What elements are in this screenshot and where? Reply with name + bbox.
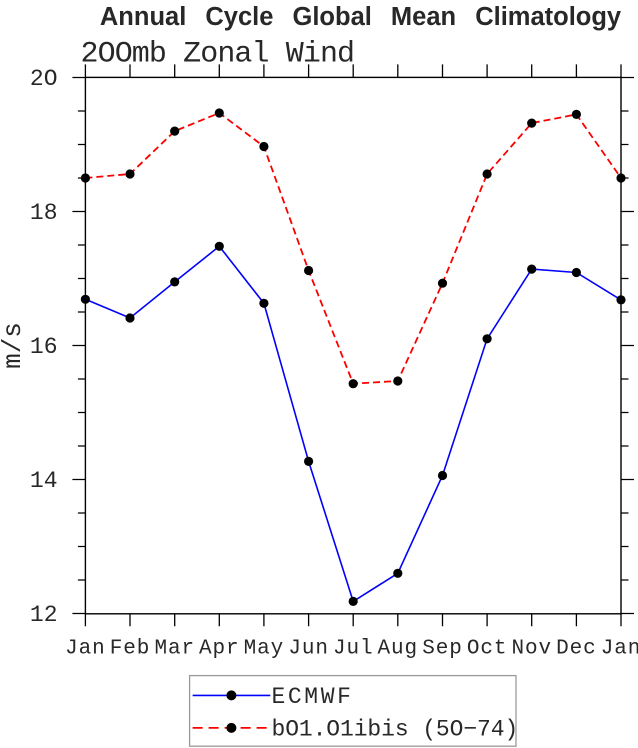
- svg-text:Feb: Feb: [110, 638, 151, 661]
- svg-text:Jan: Jan: [65, 638, 106, 661]
- svg-text:Aug: Aug: [378, 638, 419, 661]
- svg-text:bO1.O1ibis (5O−74): bO1.O1ibis (5O−74): [272, 716, 519, 742]
- svg-text:2OOmb Zonal Wind: 2OOmb Zonal Wind: [81, 38, 355, 72]
- svg-text:2O: 2O: [30, 66, 58, 92]
- svg-text:12: 12: [30, 602, 58, 628]
- svg-text:Jan: Jan: [601, 638, 638, 661]
- svg-text:Mar: Mar: [154, 638, 195, 661]
- svg-text:14: 14: [30, 468, 58, 494]
- svg-text:Jun: Jun: [288, 638, 329, 661]
- svg-text:Annual Cycle Global Mean Clima: Annual Cycle Global Mean Climatology: [100, 3, 622, 31]
- svg-text:18: 18: [30, 200, 58, 226]
- svg-text:Dec: Dec: [556, 638, 597, 661]
- svg-text:Apr: Apr: [199, 638, 240, 661]
- svg-text:Jul: Jul: [333, 638, 374, 661]
- svg-text:May: May: [244, 638, 285, 661]
- svg-text:m/s: m/s: [0, 322, 28, 369]
- svg-text:Sep: Sep: [422, 638, 463, 661]
- svg-text:Oct: Oct: [467, 638, 508, 661]
- svg-text:ECMWF: ECMWF: [272, 684, 354, 710]
- svg-text:Nov: Nov: [511, 638, 552, 661]
- svg-text:16: 16: [30, 334, 58, 360]
